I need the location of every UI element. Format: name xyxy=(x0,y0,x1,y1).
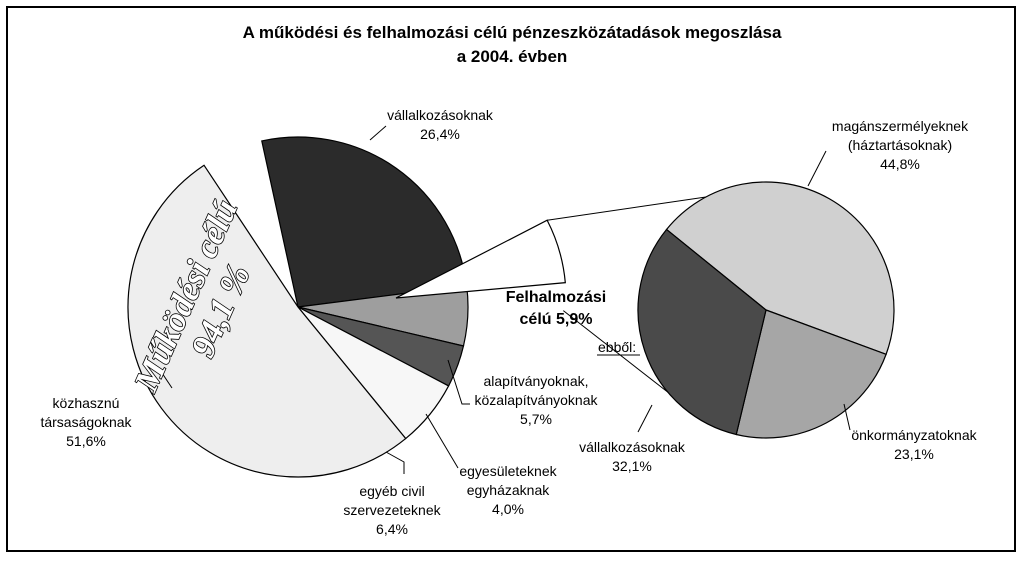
label-main-0-line: 26,4% xyxy=(420,126,460,142)
label-main-4-line: társaságoknak xyxy=(40,414,132,430)
connector-lines xyxy=(159,125,851,474)
label-main-3-line: 6,4% xyxy=(376,521,408,537)
label-exploded-line: célú 5,9% xyxy=(520,311,593,328)
label-main-4-line: közhasznú xyxy=(53,395,120,411)
label-detail-1-line: önkormányzatoknak xyxy=(851,427,977,443)
label-main-3: egyéb civil szervezeteknek 6,4% xyxy=(343,483,441,537)
label-main-1-line: alapítványoknak, xyxy=(483,373,588,389)
label-detail-0-line: 44,8% xyxy=(880,156,920,172)
connector-top xyxy=(547,196,706,221)
chart-title-line-1: A működési és felhalmozási célú pénzeszk… xyxy=(243,23,782,42)
label-detail-2-line: vállalkozásoknak xyxy=(579,439,686,455)
leader-magan xyxy=(807,150,827,187)
label-main-3-line: szervezeteknek xyxy=(343,502,441,518)
label-exploded: Felhalmozási célú 5,9% xyxy=(506,289,606,328)
leader-egyeb xyxy=(385,451,405,474)
label-main-0-line: vállalkozásoknak xyxy=(387,107,494,123)
main-slice-0 xyxy=(261,136,468,308)
label-main-2-line: egyházaknak xyxy=(467,482,551,498)
label-detail-2-line: 32,1% xyxy=(612,458,652,474)
label-ebbol: ebből: xyxy=(598,339,636,355)
label-main-1-line: 5,7% xyxy=(520,411,552,427)
label-detail-0: magánszermélyeknek (háztartásoknak) 44,8% xyxy=(832,118,969,172)
label-detail-0-line: (háztartásoknak) xyxy=(848,137,952,153)
detail-slice-1 xyxy=(735,309,887,439)
chart-title-line-2: a 2004. évben xyxy=(457,47,568,66)
leader-onkormanyzat xyxy=(843,403,851,431)
label-exploded-line: Felhalmozási xyxy=(506,289,606,306)
label-detail-2: vállalkozásoknak 32,1% xyxy=(579,439,686,474)
leader-egyesulet xyxy=(425,413,459,469)
label-main-3-line: egyéb civil xyxy=(359,483,424,499)
connector-bottom xyxy=(562,310,669,393)
leader-alapitvany xyxy=(447,359,470,405)
label-main-4: közhasznú társaságoknak 51,6% xyxy=(40,395,132,449)
label-main-1-line: közalapítványoknak xyxy=(475,392,599,408)
leader-vallalkozas-main xyxy=(369,125,387,141)
label-detail-0-line: magánszermélyeknek xyxy=(832,118,969,134)
detail-slice-0 xyxy=(665,181,895,356)
label-main-2: egyesületeknek egyházaknak 4,0% xyxy=(459,463,557,517)
main-slice-4 xyxy=(127,164,407,478)
label-detail-1: önkormányzatoknak 23,1% xyxy=(851,427,977,462)
detail-slice-2 xyxy=(637,228,767,436)
label-main-2-line: egyesületeknek xyxy=(459,463,557,479)
label-detail-1-line: 23,1% xyxy=(894,446,934,462)
label-main-0: vállalkozásoknak 26,4% xyxy=(387,107,494,142)
leader-vallalkozas-detail xyxy=(637,404,653,433)
label-main-1: alapítványoknak, közalapítványoknak 5,7% xyxy=(475,373,599,427)
label-main-4-line: 51,6% xyxy=(66,433,106,449)
main-pie xyxy=(127,136,566,478)
detail-pie xyxy=(637,181,895,439)
label-main-2-line: 4,0% xyxy=(492,501,524,517)
leader-kozhasznu xyxy=(159,369,173,389)
